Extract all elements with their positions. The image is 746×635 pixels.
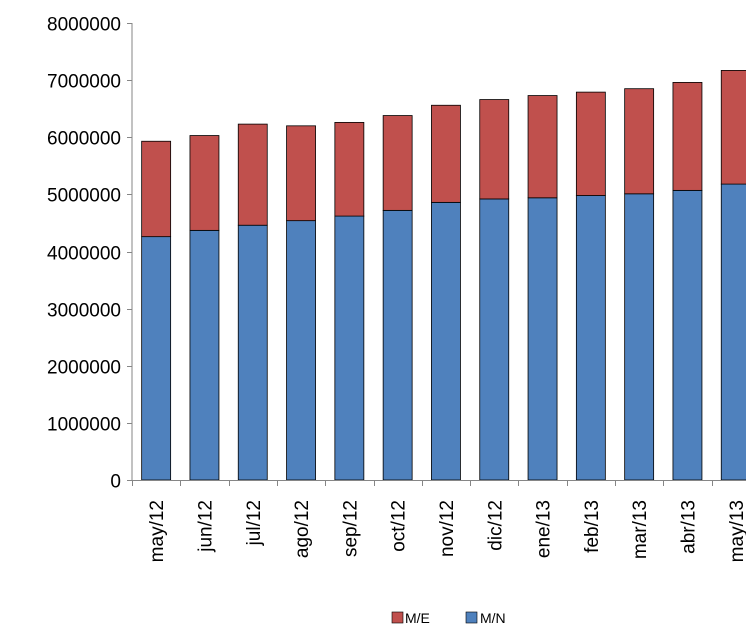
bar-mn [286, 220, 316, 481]
y-axis: 0 1000000 2000000 3000000 4000000 5000000 6000… [47, 15, 133, 493]
bar-me [334, 121, 365, 217]
y-tick-label: 6000000 [47, 129, 121, 150]
bar-mn [431, 201, 461, 481]
legend-swatch-mn [465, 611, 478, 624]
x-tick-label: may/13 [727, 500, 746, 562]
legend-label-me: M/E [405, 610, 430, 626]
bar-mn [189, 229, 220, 481]
x-tick-label: ene/13 [534, 500, 555, 558]
bar-me [189, 135, 220, 231]
x-tick-label: abr/13 [678, 500, 699, 554]
bar-me [237, 123, 268, 226]
y-tick-label: 1000000 [47, 415, 121, 436]
bar-mn [479, 198, 510, 481]
bar-me [286, 125, 316, 222]
bar-me [720, 70, 746, 185]
bar-mn [672, 189, 703, 481]
x-tick-label: dic/12 [485, 500, 506, 551]
x-tick-label: jul/12 [244, 500, 265, 546]
bar-me [141, 140, 172, 238]
x-axis: may/12 jun/12 jul/12 ago/12 sep/12 oct/12 nov/… [127, 480, 746, 562]
legend-label-mn: M/N [480, 610, 506, 626]
bar-me [672, 82, 703, 191]
x-tick-label: may/12 [147, 500, 168, 562]
bar-me [479, 99, 510, 200]
x-tick-label: sep/12 [340, 500, 361, 557]
x-tick-label: jun/12 [195, 500, 216, 553]
bar-me [624, 88, 655, 195]
y-tick-label: 7000000 [47, 72, 121, 93]
bar-mn [382, 209, 413, 481]
bar-mn [141, 236, 172, 481]
x-tick-label: ago/12 [292, 500, 313, 558]
bar-me [575, 91, 606, 196]
x-tick-label: mar/13 [630, 500, 651, 559]
bar-mn [720, 183, 746, 481]
bar-mn [237, 224, 268, 481]
bar-mn [334, 215, 365, 481]
bars [141, 70, 746, 481]
x-tick-label: nov/12 [437, 500, 458, 557]
legend: M/E M/N [391, 610, 506, 626]
bar-mn [527, 197, 558, 481]
bar-me [382, 115, 413, 211]
x-tick-label: feb/13 [582, 500, 603, 553]
legend-swatch-me [391, 611, 404, 624]
bar-mn [624, 193, 655, 481]
y-tick-label: 4000000 [47, 244, 121, 265]
y-tick-label: 5000000 [47, 186, 121, 207]
bar-mn [575, 195, 606, 481]
y-tick-label: 2000000 [47, 358, 121, 379]
y-tick-label: 3000000 [47, 301, 121, 322]
y-tick-label: 8000000 [47, 15, 121, 36]
bar-me [527, 95, 558, 199]
y-tick-label: 0 [110, 472, 121, 493]
x-tick-label: oct/12 [389, 500, 410, 552]
bar-me [431, 104, 461, 203]
